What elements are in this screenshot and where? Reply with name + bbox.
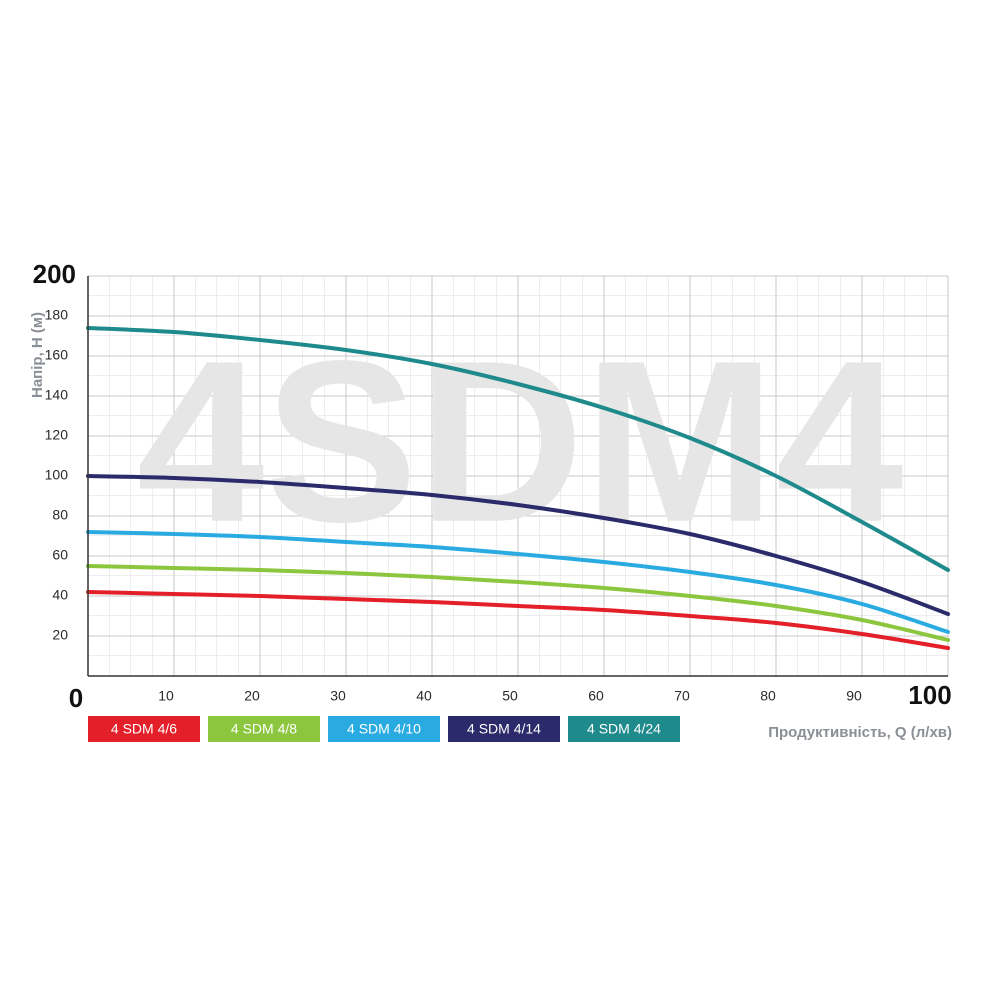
y-tick-label: 40: [52, 587, 68, 603]
legend-swatch: [448, 716, 560, 742]
y-tick-label: 60: [52, 547, 68, 563]
legend-label: 4 SDM 4/6: [111, 721, 177, 737]
x-tick-label: 40: [416, 688, 432, 704]
legend-label: 4 SDM 4/8: [231, 721, 297, 737]
x-tick-label: 70: [674, 688, 690, 704]
legend-swatch: [208, 716, 320, 742]
x-tick-label: 80: [760, 688, 776, 704]
x-tick-label: 20: [244, 688, 260, 704]
watermark: 4SDM4: [137, 313, 904, 570]
series-line: [86, 590, 950, 650]
x-axis-title: Продуктивність, Q (л/хв): [768, 724, 952, 741]
x-tick-label: 100: [908, 680, 951, 710]
series-line: [86, 564, 950, 642]
legend-swatch: [568, 716, 680, 742]
x-tick-label: 50: [502, 688, 518, 704]
y-tick-label: 80: [52, 507, 68, 523]
series-line: [86, 474, 950, 616]
x-tick-label: 10: [158, 688, 174, 704]
series-line: [86, 326, 950, 572]
legend-label: 4 SDM 4/14: [467, 721, 541, 737]
x-tick-label: 30: [330, 688, 346, 704]
series-line: [86, 530, 950, 634]
y-tick-label: 200: [33, 259, 76, 289]
y-tick-label: 20: [52, 627, 68, 643]
x-tick-label: 60: [588, 688, 604, 704]
legend-label: 4 SDM 4/10: [347, 721, 421, 737]
legend-swatch: [328, 716, 440, 742]
y-tick-label: 100: [45, 467, 69, 483]
plot: [86, 326, 950, 650]
legend-label: 4 SDM 4/24: [587, 721, 661, 737]
y-tick-label: 160: [45, 347, 69, 363]
x-tick-label: 90: [846, 688, 862, 704]
y-axis-title: Напір, H (м): [29, 312, 46, 398]
y-tick-label: 0: [69, 683, 83, 713]
legend-swatch: [88, 716, 200, 742]
y-tick-label: 120: [45, 427, 69, 443]
y-tick-label: 140: [45, 387, 69, 403]
y-tick-label: 180: [45, 307, 69, 323]
